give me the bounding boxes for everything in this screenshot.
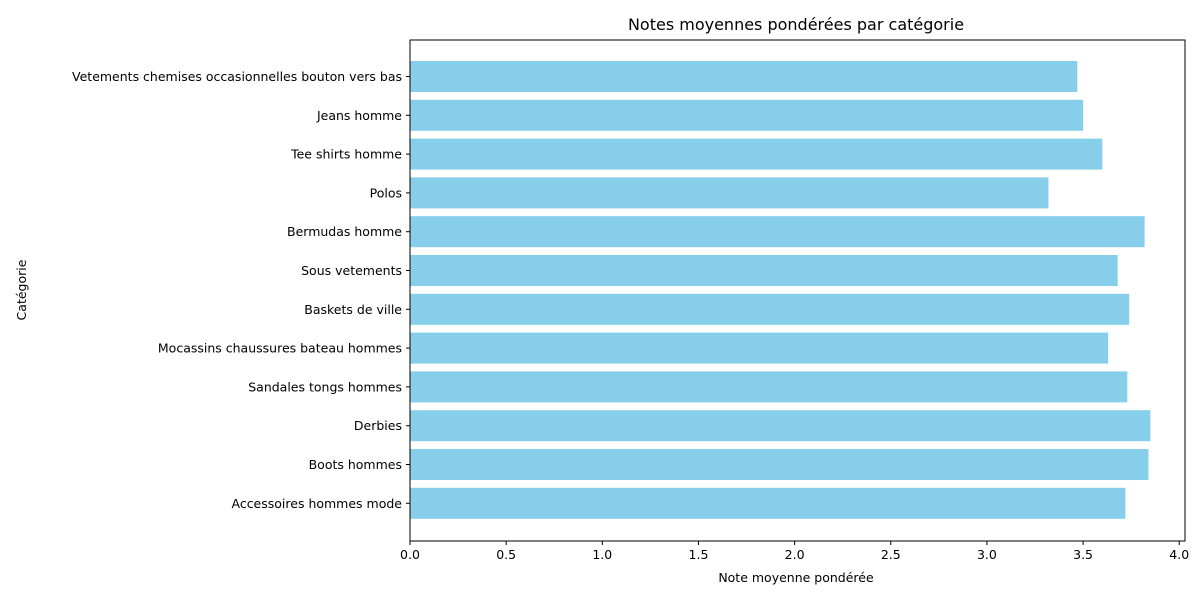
y-tick-label: Bermudas homme	[287, 224, 402, 239]
bar	[410, 487, 1126, 519]
y-axis-label: Catégorie	[14, 259, 29, 320]
y-tick-label: Accessoires hommes mode	[231, 496, 402, 511]
bar	[410, 293, 1130, 325]
plot-frame	[409, 39, 1186, 542]
y-tick-label: Tee shirts homme	[290, 147, 402, 162]
bar	[410, 138, 1103, 170]
x-axis-label: Note moyenne pondérée	[718, 570, 874, 585]
y-tick-label: Polos	[370, 185, 402, 200]
y-tick-label: Baskets de ville	[304, 302, 402, 317]
bar	[410, 371, 1128, 403]
x-tick-label: 1.0	[592, 547, 612, 562]
bar	[410, 99, 1084, 131]
y-tick-label: Mocassins chaussures bateau hommes	[158, 341, 402, 356]
x-tick-label: 1.5	[689, 547, 709, 562]
ticks-layer: Vetements chemises occasionnelles bouton…	[72, 69, 1189, 562]
y-tick-label: Sous vetements	[301, 263, 402, 278]
y-tick-label: Vetements chemises occasionnelles bouton…	[72, 69, 402, 84]
y-tick-label: Sandales tongs hommes	[248, 379, 402, 394]
bar	[410, 410, 1151, 442]
bar	[410, 177, 1049, 209]
x-tick-label: 0.0	[400, 547, 420, 562]
x-tick-label: 3.5	[1073, 547, 1093, 562]
y-tick-label: Derbies	[354, 418, 402, 433]
chart-title: Notes moyennes pondérées par catégorie	[628, 15, 964, 34]
y-tick-label: Jeans homme	[316, 108, 402, 123]
x-tick-label: 2.5	[881, 547, 901, 562]
x-tick-label: 3.0	[977, 547, 997, 562]
bar	[410, 61, 1078, 92]
x-tick-label: 4.0	[1169, 547, 1189, 562]
bar	[410, 216, 1145, 248]
x-tick-label: 2.0	[785, 547, 805, 562]
bar	[410, 255, 1118, 286]
x-tick-label: 0.5	[496, 547, 516, 562]
bar	[410, 332, 1109, 364]
y-tick-label: Boots hommes	[309, 457, 402, 472]
bars-layer	[410, 61, 1151, 519]
bar	[410, 449, 1149, 480]
